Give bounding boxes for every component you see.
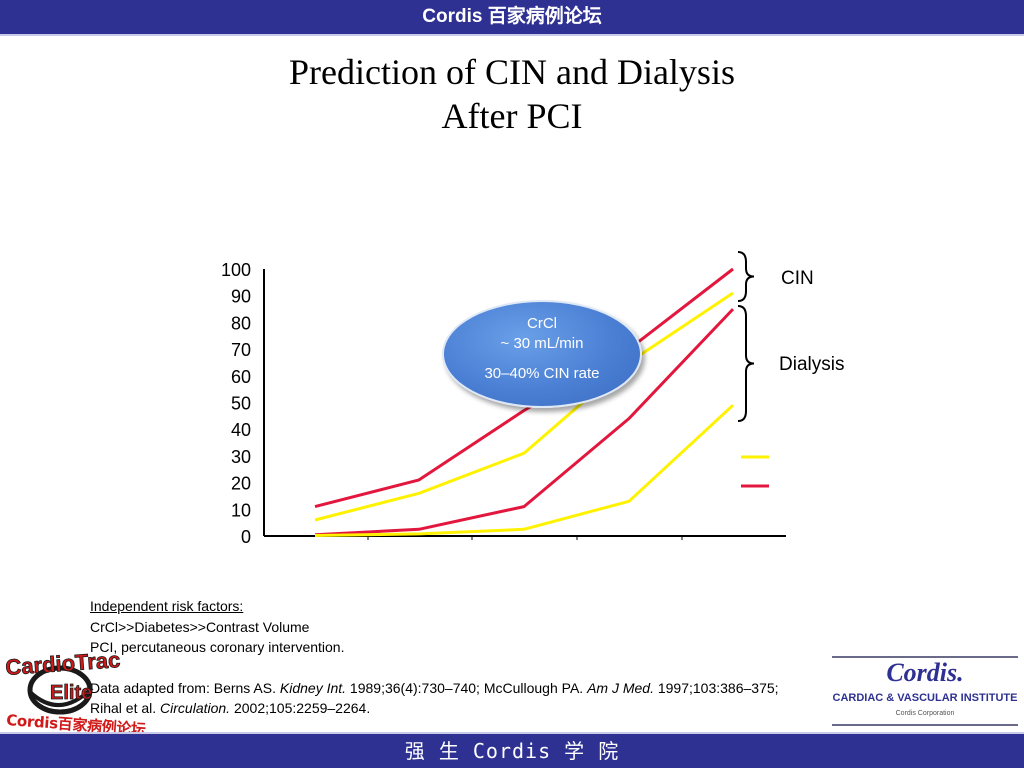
ref-text: Rihal et al. bbox=[90, 700, 161, 716]
reference-line1: Data adapted from: Berns AS. Kidney Int.… bbox=[90, 678, 779, 699]
institute-text: CARDIAC & VASCULAR INSTITUTE bbox=[832, 692, 1018, 704]
y-tick-label: 50 bbox=[231, 394, 251, 414]
ref-text: 1997;103:386–375; bbox=[653, 679, 779, 696]
ref-text: 1989;36(4):730–740; McCullough PA. bbox=[346, 679, 588, 696]
dialysis-brace-label: Dialysis bbox=[779, 354, 844, 375]
cardiotrac-elite-logo: CardioTrac Elite Cordis百家病例论坛 bbox=[4, 650, 146, 739]
callout-line1: CrCl bbox=[527, 315, 557, 332]
slide-title-line1: Prediction of CIN and Dialysis bbox=[289, 52, 735, 92]
y-tick-label: 100 bbox=[221, 260, 251, 280]
ref-text: 2002;105:2259–2264. bbox=[230, 700, 371, 716]
y-tick-label: 0 bbox=[241, 527, 251, 547]
dialysis-brace bbox=[737, 305, 755, 422]
series-line-3 bbox=[314, 308, 735, 537]
logo-rule-top bbox=[832, 656, 1018, 658]
slide-title-line2: After PCI bbox=[441, 96, 583, 136]
y-tick-label: 10 bbox=[231, 500, 251, 520]
y-tick-label: 40 bbox=[231, 420, 251, 440]
footer-title: 强 生 Cordis 学 院 bbox=[404, 739, 620, 763]
logo-elite-text: Elite bbox=[50, 682, 92, 704]
corporation-text: Cordis Corporation bbox=[895, 710, 955, 717]
footer-bar: 强 生 Cordis 学 院 bbox=[0, 732, 1024, 768]
ref-journal: Circulation. bbox=[160, 700, 231, 716]
y-tick-label: 60 bbox=[231, 367, 251, 387]
cin-brace-label: CIN bbox=[781, 268, 814, 289]
callout-line3: 30–40% CIN rate bbox=[484, 365, 600, 382]
slide-title: Prediction of CIN and Dialysis After PCI bbox=[0, 50, 1024, 138]
callout-line2: ~ 30 mL/min bbox=[500, 335, 584, 352]
risk-factors-heading: Independent risk factors: bbox=[90, 598, 244, 614]
series-line-1 bbox=[314, 267, 734, 509]
logo-cardiotrac-text: CardioTrac bbox=[5, 650, 121, 680]
cordis-cvi-logo: Cordis. CARDIAC & VASCULAR INSTITUTE Cor… bbox=[826, 648, 1024, 730]
series-line-4 bbox=[314, 404, 735, 537]
logo-rule-bottom bbox=[832, 724, 1018, 726]
risk-factors-line: CrCl>>Diabetes>>Contrast Volume bbox=[90, 618, 310, 635]
y-tick-label: 70 bbox=[231, 340, 251, 360]
cin-brace bbox=[737, 251, 755, 302]
header-title: Cordis 百家病例论坛 bbox=[422, 6, 602, 27]
y-tick-label: 30 bbox=[231, 447, 251, 467]
y-tick-label: 80 bbox=[231, 313, 251, 333]
header-bar: Cordis 百家病例论坛 bbox=[0, 0, 1024, 36]
crcl-callout-bubble: CrCl ~ 30 mL/min 30–40% CIN rate bbox=[442, 300, 642, 408]
reference-line2: Rihal et al. Circulation. 2002;105:2259–… bbox=[90, 698, 779, 719]
y-tick-label: 90 bbox=[231, 287, 251, 307]
series-line-2 bbox=[314, 291, 734, 522]
cordis-brand-text: Cordis. bbox=[886, 658, 964, 687]
pci-definition: PCI, percutaneous coronary intervention. bbox=[90, 639, 345, 655]
ref-journal: Am J Med. bbox=[587, 679, 654, 696]
y-tick-label: 20 bbox=[231, 474, 251, 494]
ref-text: Data adapted from: Berns AS. bbox=[90, 679, 280, 696]
notes-block: Independent risk factors: CrCl>>Diabetes… bbox=[90, 596, 779, 719]
ref-journal: Kidney Int. bbox=[279, 679, 347, 696]
